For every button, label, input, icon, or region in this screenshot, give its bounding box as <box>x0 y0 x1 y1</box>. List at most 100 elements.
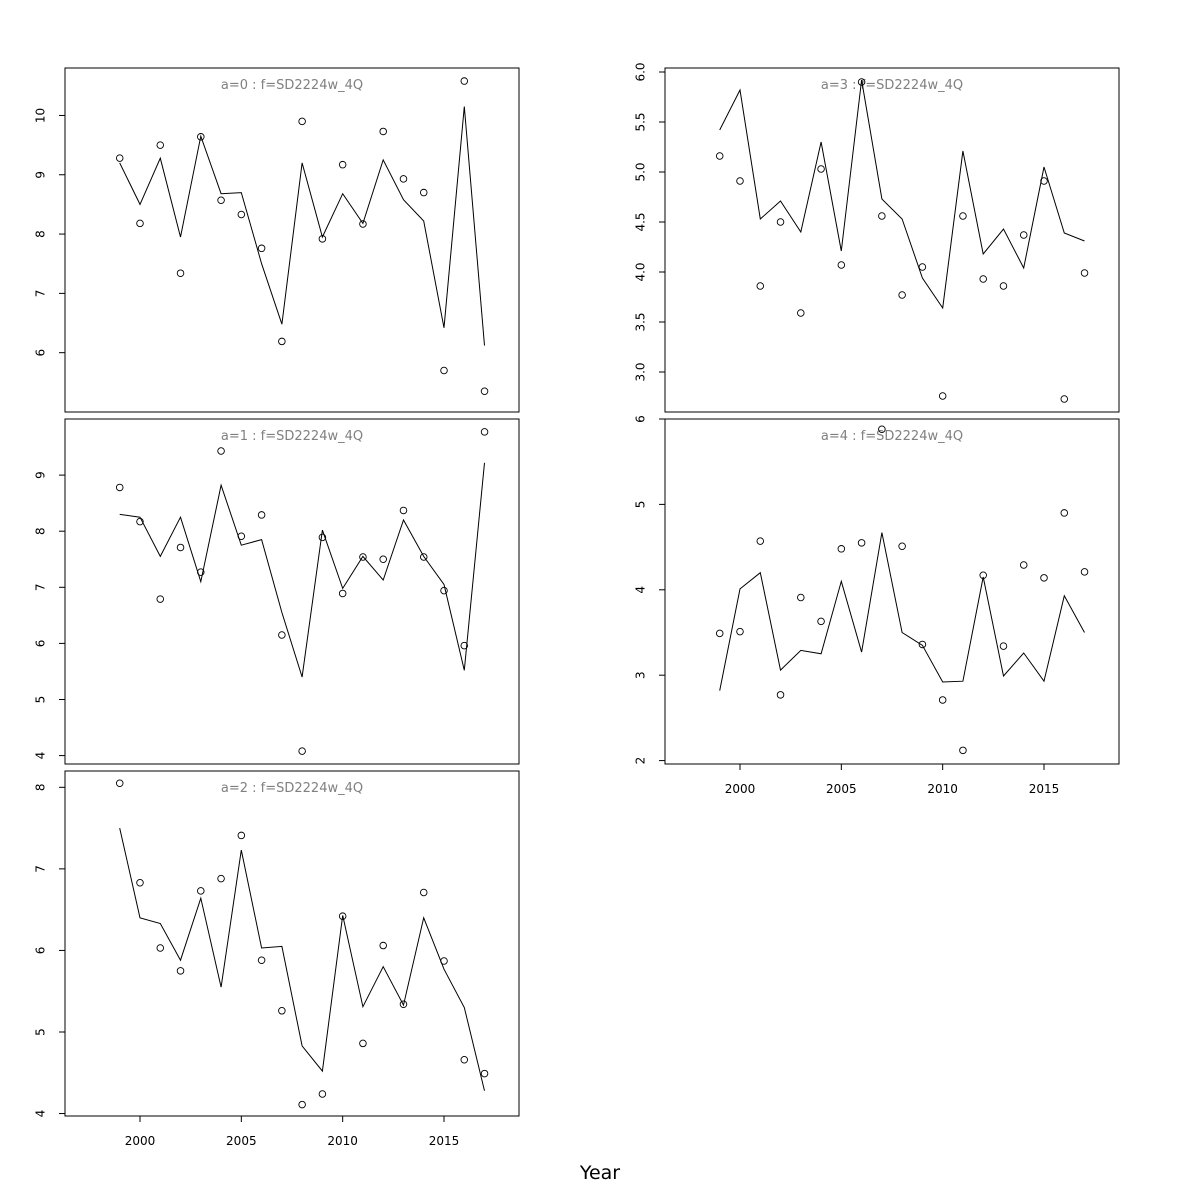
observed-point <box>197 568 205 576</box>
observed-point <box>797 309 805 317</box>
observed-point <box>999 642 1008 650</box>
y-tick-label: 5 <box>634 501 648 509</box>
panel-0: a=0 : f=SD2224w_4Q 6 7 8 9 10 <box>34 67 520 413</box>
panels-layer: a=0 : f=SD2224w_4Q 6 7 8 9 10 a=1 : f=SD2224w_… <box>34 62 1120 1148</box>
x-tick-label: 2015 <box>1029 782 1060 796</box>
observed-point <box>797 593 805 602</box>
y-tick-label: 3 <box>634 671 648 679</box>
y-tick-label: 6 <box>34 640 48 648</box>
observed-point <box>318 533 327 542</box>
observed-point <box>938 392 947 400</box>
x-axis-label: Year <box>579 1162 620 1184</box>
y-tick-label: 5 <box>34 696 48 704</box>
observed-point <box>379 127 387 136</box>
observed-point <box>1040 574 1048 582</box>
observed-point <box>440 957 448 965</box>
observed-point <box>399 175 408 183</box>
series-fitted-line <box>719 532 1085 691</box>
observed-point <box>176 967 185 975</box>
panel-frame <box>664 418 1120 765</box>
observed-point <box>715 152 724 160</box>
observed-point <box>898 542 906 550</box>
x-tick-label: 2005 <box>826 782 857 796</box>
panel-frame <box>64 770 520 1117</box>
panel-frame <box>64 418 520 765</box>
observed-point <box>1080 568 1089 576</box>
observed-point <box>338 160 347 169</box>
y-tick-label: 7 <box>34 865 48 873</box>
observed-point <box>979 571 987 580</box>
observed-point <box>278 631 286 639</box>
observed-point <box>999 282 1008 290</box>
observed-point <box>419 553 428 561</box>
observed-point <box>176 543 185 552</box>
observed-point <box>298 747 306 755</box>
y-tick-label: 4.0 <box>634 262 648 281</box>
y-tick-label: 6 <box>34 947 48 955</box>
observed-point <box>959 212 967 220</box>
observed-point <box>419 188 428 197</box>
observed-point <box>898 291 906 299</box>
panel-title: a=4 : f=SD2224w_4Q <box>821 429 963 444</box>
x-tick-label: 2000 <box>725 782 756 796</box>
observed-point <box>115 154 124 162</box>
observed-point <box>979 275 987 283</box>
observed-point <box>460 1055 469 1064</box>
observed-point <box>359 220 367 228</box>
panel-title: a=3 : f=SD2224w_4Q <box>821 78 963 93</box>
observed-point <box>817 617 825 626</box>
observed-point <box>399 1000 408 1009</box>
observed-point <box>338 589 347 598</box>
observed-point <box>460 77 469 85</box>
observed-point <box>359 1039 367 1048</box>
observed-point <box>197 133 205 141</box>
observed-point <box>379 555 387 563</box>
y-tick-label: 7 <box>34 583 48 591</box>
y-tick-label: 8 <box>34 527 48 535</box>
series-fitted-line <box>119 106 485 346</box>
observed-point <box>715 629 724 638</box>
y-tick-label: 8 <box>34 230 48 238</box>
y-tick-label: 5 <box>34 1028 48 1036</box>
observed-point <box>1060 509 1069 517</box>
observed-point <box>440 586 448 595</box>
observed-point <box>217 447 225 455</box>
y-tick-label: 8 <box>34 783 48 791</box>
observed-point <box>257 511 266 519</box>
observed-point <box>298 1100 306 1109</box>
observed-point <box>1019 561 1028 569</box>
observed-point <box>197 887 205 895</box>
observed-point <box>938 696 947 704</box>
observed-point <box>359 553 367 561</box>
observed-point <box>756 282 765 290</box>
y-tick-label: 3.0 <box>634 362 648 381</box>
panel-2: a=2 : f=SD2224w_4Q 4 5 6 7 8 2000 2005 2010 2015 <box>34 770 520 1148</box>
y-tick-label: 4 <box>34 1110 48 1118</box>
observed-point <box>878 212 886 220</box>
y-tick-label: 9 <box>34 171 48 179</box>
y-tick-label: 6 <box>34 349 48 357</box>
observed-point <box>878 425 886 433</box>
panel-title: a=2 : f=SD2224w_4Q <box>221 781 363 796</box>
series-fitted-line <box>719 79 1085 310</box>
observed-point <box>756 537 765 545</box>
y-tick-label: 4.5 <box>634 212 648 231</box>
observed-point <box>857 78 866 86</box>
observed-point <box>460 641 469 650</box>
observed-point <box>1019 231 1028 239</box>
observed-point <box>136 878 144 887</box>
observed-point <box>278 337 286 346</box>
observed-point <box>318 235 327 243</box>
observed-point <box>115 779 124 787</box>
observed-point <box>837 261 846 269</box>
observed-point <box>115 483 124 492</box>
y-tick-label: 4 <box>634 586 648 594</box>
y-tick-label: 5.0 <box>634 162 648 181</box>
panel-title: a=0 : f=SD2224w_4Q <box>221 78 363 93</box>
observed-point <box>419 888 428 897</box>
observed-point <box>857 539 866 547</box>
observed-point <box>736 627 744 636</box>
observed-point <box>237 532 246 540</box>
observed-point <box>298 117 306 126</box>
